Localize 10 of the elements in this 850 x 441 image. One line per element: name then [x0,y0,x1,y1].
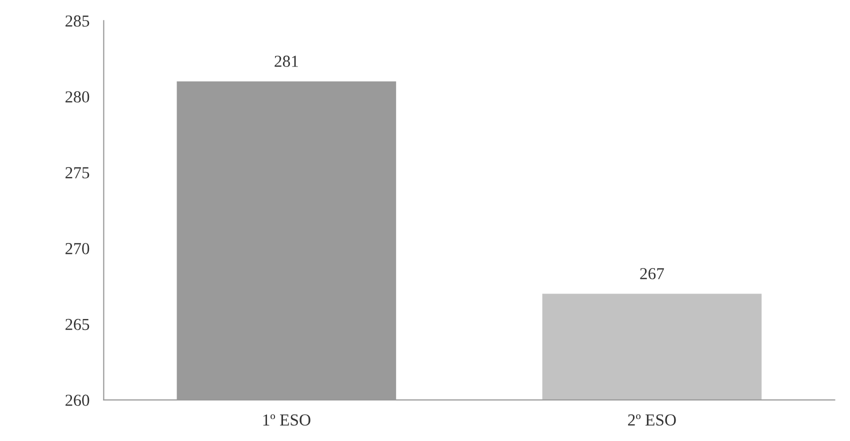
y-tick-label: 285 [66,15,90,27]
y-tick-label: 275 [66,167,90,178]
y-tick-label: 265 [66,318,90,330]
x-tick-label: 2º ESO [628,414,676,426]
x-tick-label: 1º ESO [263,414,310,426]
y-tick-label: 260 [66,394,90,406]
y-tick-label: 280 [66,91,90,103]
data-label: 267 [640,268,664,280]
y-tick-label: 270 [66,242,90,254]
data-label: 281 [274,56,298,67]
